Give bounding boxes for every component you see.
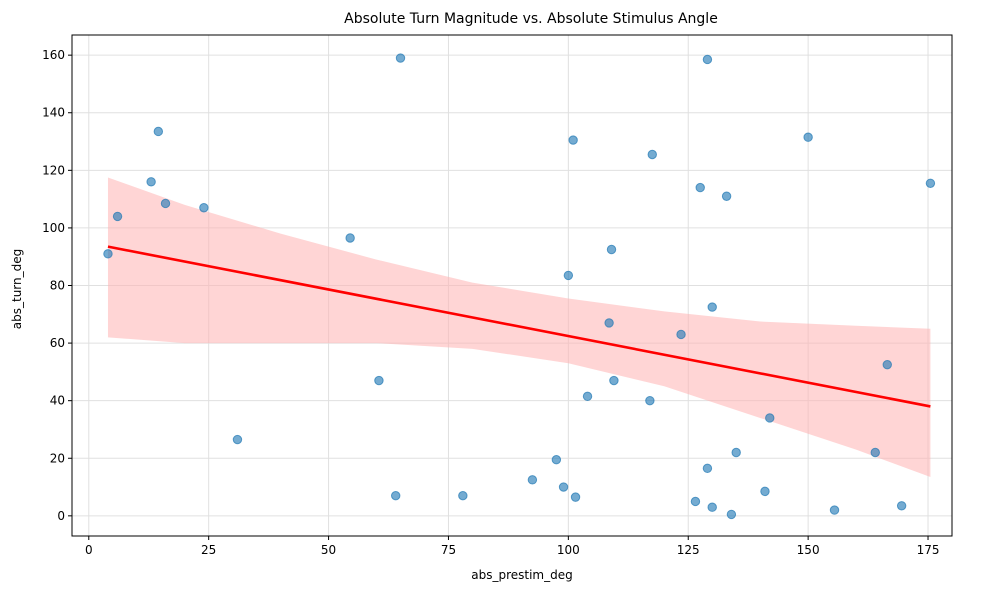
data-point	[604, 318, 614, 328]
y-tick-label: 120	[42, 163, 65, 177]
data-point	[146, 177, 156, 187]
data-point	[199, 203, 209, 213]
y-tick-label: 80	[50, 279, 65, 293]
chart-title: Absolute Turn Magnitude vs. Absolute Sti…	[344, 11, 718, 27]
data-point	[760, 486, 770, 497]
x-axis-ticks: 0 25 50 75 100 125 150 175	[85, 536, 940, 557]
y-tick-label: 20	[50, 451, 65, 465]
x-tick-label: 150	[797, 543, 820, 557]
data-point	[726, 509, 737, 520]
data-point	[582, 391, 593, 402]
data-point	[153, 126, 164, 137]
x-tick-label: 75	[441, 543, 456, 557]
data-point	[558, 482, 569, 492]
x-tick-label: 25	[201, 543, 216, 557]
data-point	[647, 149, 657, 160]
data-point	[232, 434, 243, 445]
y-tick-label: 0	[57, 509, 65, 523]
y-tick-label: 60	[50, 336, 65, 350]
data-point	[803, 132, 813, 142]
data-point	[896, 501, 907, 511]
data-point	[570, 492, 581, 502]
data-point	[458, 490, 468, 501]
data-point	[609, 375, 619, 386]
y-axis-ticks: 0 20 40 60 80 100 120 140 160	[42, 48, 72, 523]
data-point	[391, 490, 401, 501]
data-point	[345, 233, 355, 243]
data-point	[765, 413, 775, 423]
x-tick-label: 100	[557, 543, 580, 557]
x-tick-label: 50	[321, 543, 336, 557]
y-tick-label: 140	[42, 106, 65, 120]
data-point	[731, 447, 741, 458]
data-point	[882, 359, 892, 370]
data-point	[707, 502, 717, 512]
data-point	[395, 53, 406, 63]
data-point	[925, 178, 936, 188]
y-tick-label: 160	[42, 48, 65, 62]
x-tick-label: 0	[85, 543, 93, 557]
data-point	[527, 475, 538, 485]
data-point	[563, 270, 574, 281]
data-point	[606, 244, 617, 255]
data-point	[829, 505, 840, 515]
data-point	[374, 375, 384, 386]
data-point	[702, 463, 713, 474]
y-axis-label: abs_turn_deg	[10, 249, 24, 329]
x-tick-label: 125	[677, 543, 700, 557]
y-tick-label: 40	[50, 394, 65, 408]
data-point	[702, 54, 713, 65]
data-point	[707, 302, 717, 312]
data-point	[103, 249, 113, 259]
data-point	[690, 496, 701, 507]
x-axis-label: abs_prestim_deg	[471, 568, 573, 582]
data-point	[645, 395, 655, 406]
data-point	[695, 182, 705, 193]
regression-line	[107, 245, 931, 408]
data-point	[568, 135, 578, 145]
data-point	[160, 198, 171, 209]
y-tick-label: 100	[42, 221, 65, 235]
data-point	[112, 211, 123, 222]
regression-line-layer	[107, 245, 931, 408]
scatter-points	[103, 53, 936, 520]
data-point	[551, 454, 562, 465]
data-point	[721, 191, 732, 201]
x-tick-label: 175	[917, 543, 940, 557]
data-point	[870, 447, 880, 458]
data-point	[676, 329, 686, 340]
